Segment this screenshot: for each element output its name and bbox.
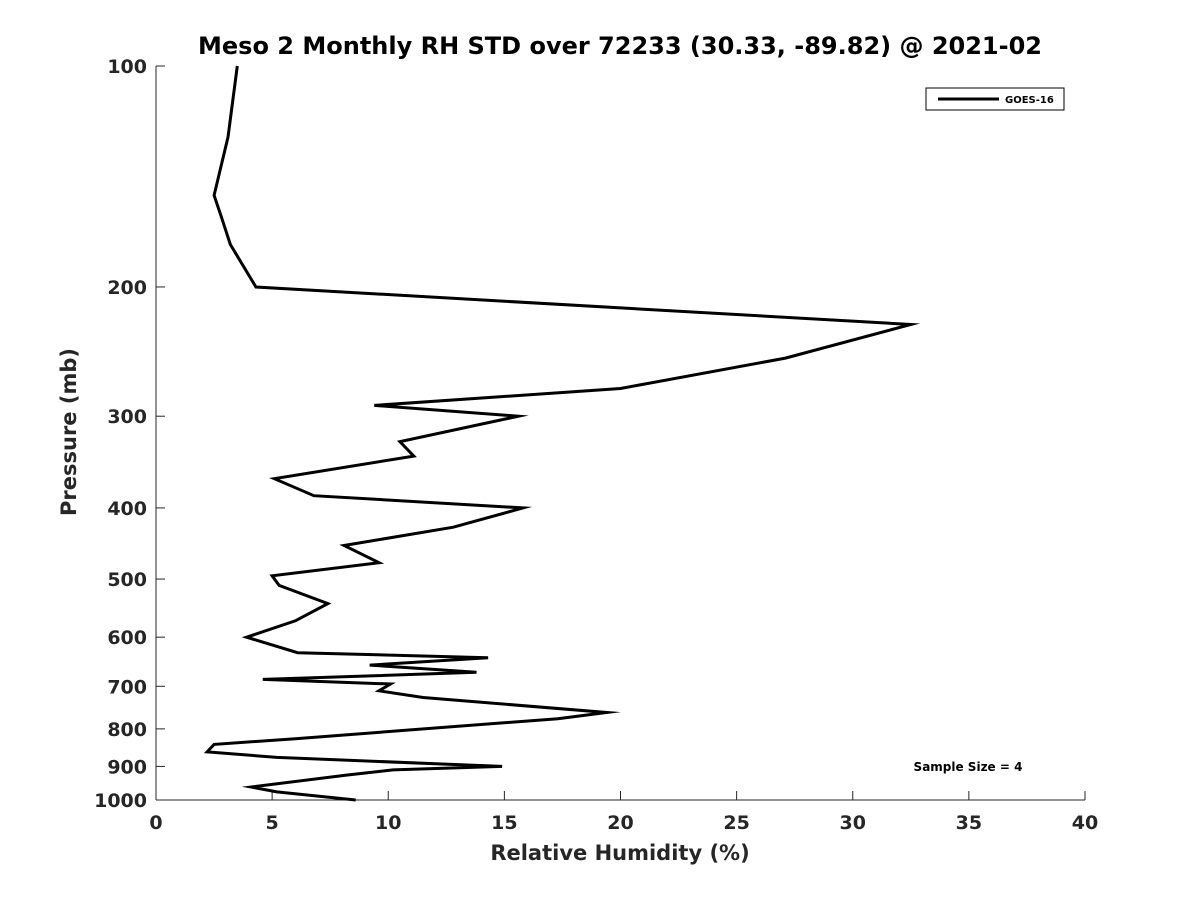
series-line-goes-16 <box>203 65 921 802</box>
chart-title: Meso 2 Monthly RH STD over 72233 (30.33,… <box>198 32 1042 60</box>
x-tick-label: 10 <box>375 812 401 834</box>
y-tick-label: 100 <box>107 56 147 78</box>
x-tick-label: 20 <box>607 812 633 834</box>
x-tick-label: 30 <box>840 812 866 834</box>
sample-size-annotation: Sample Size = 4 <box>914 760 1023 774</box>
x-tick-label: 35 <box>956 812 982 834</box>
y-tick-label: 400 <box>107 498 147 520</box>
x-tick-label: 5 <box>266 812 279 834</box>
y-tick-label: 300 <box>107 406 147 428</box>
y-tick-label: 1000 <box>94 790 147 812</box>
x-tick-label: 15 <box>491 812 517 834</box>
axes <box>155 66 1085 801</box>
y-tick-label: 200 <box>107 277 147 299</box>
x-tick-label: 0 <box>149 812 162 834</box>
y-tick-label: 600 <box>107 627 147 649</box>
x-axis-label: Relative Humidity (%) <box>490 841 749 865</box>
y-tick-label: 500 <box>107 569 147 591</box>
x-tick-label: 25 <box>723 812 749 834</box>
y-tick-label: 700 <box>107 676 147 698</box>
legend: GOES-16 <box>925 87 1065 111</box>
y-axis-label: Pressure (mb) <box>57 348 81 516</box>
ticks: 0 5 10 15 20 25 30 35 40 100 200 300 400 500 600 700 800… <box>94 56 1098 834</box>
series-group <box>203 65 921 802</box>
x-tick-label: 40 <box>1072 812 1098 834</box>
y-tick-label: 900 <box>107 756 147 778</box>
y-tick-label: 800 <box>107 719 147 741</box>
legend-label-goes-16: GOES-16 <box>1005 95 1054 106</box>
